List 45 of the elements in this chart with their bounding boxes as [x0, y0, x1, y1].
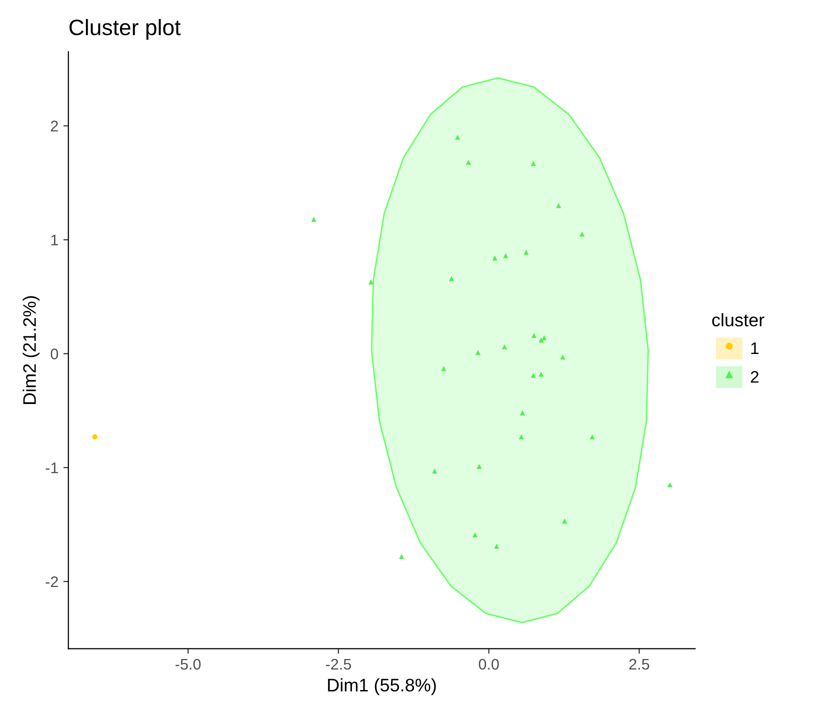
- point: [368, 279, 374, 284]
- point: [472, 532, 478, 538]
- point: [475, 350, 481, 356]
- point: [538, 372, 544, 377]
- point: [538, 337, 544, 343]
- x-tick-label: 2.5: [629, 658, 650, 670]
- y-axis-title: Dim2 (21.2%): [22, 296, 40, 404]
- point: [560, 354, 566, 360]
- x-tick-label: -2.5: [326, 658, 351, 670]
- point: [502, 344, 508, 350]
- point: [524, 250, 529, 255]
- point: [520, 410, 526, 416]
- legend-label: 2: [750, 371, 758, 383]
- point: [556, 202, 562, 208]
- y-tick-label: -2: [46, 576, 58, 588]
- point: [530, 160, 536, 166]
- point: [92, 434, 98, 440]
- legend-label: 1: [751, 342, 758, 354]
- point: [494, 544, 500, 549]
- y-tick-label: -1: [46, 462, 58, 474]
- chart-title: Cluster plot: [70, 18, 181, 40]
- point: [530, 372, 536, 378]
- x-axis-title: Dim1 (55.8%): [328, 678, 436, 696]
- point: [503, 253, 508, 258]
- point: [448, 276, 454, 282]
- x-tick-label: 0.0: [478, 658, 499, 670]
- y-tick-label: 1: [51, 234, 58, 246]
- point: [531, 332, 537, 338]
- legend-title: cluster: [712, 313, 764, 326]
- point: [432, 468, 438, 474]
- point: [466, 160, 471, 165]
- point: [667, 482, 672, 488]
- point: [492, 255, 498, 261]
- point: [311, 216, 316, 222]
- point: [542, 335, 547, 340]
- y-tick-label: 0: [50, 348, 58, 360]
- point: [441, 366, 446, 372]
- x-tick-label: -5.0: [176, 658, 201, 670]
- point: [476, 464, 482, 470]
- point: [579, 231, 585, 237]
- point: [454, 134, 460, 140]
- point: [590, 434, 595, 440]
- y-tick-label: 2: [50, 120, 58, 132]
- point: [518, 434, 524, 440]
- point: [399, 554, 404, 560]
